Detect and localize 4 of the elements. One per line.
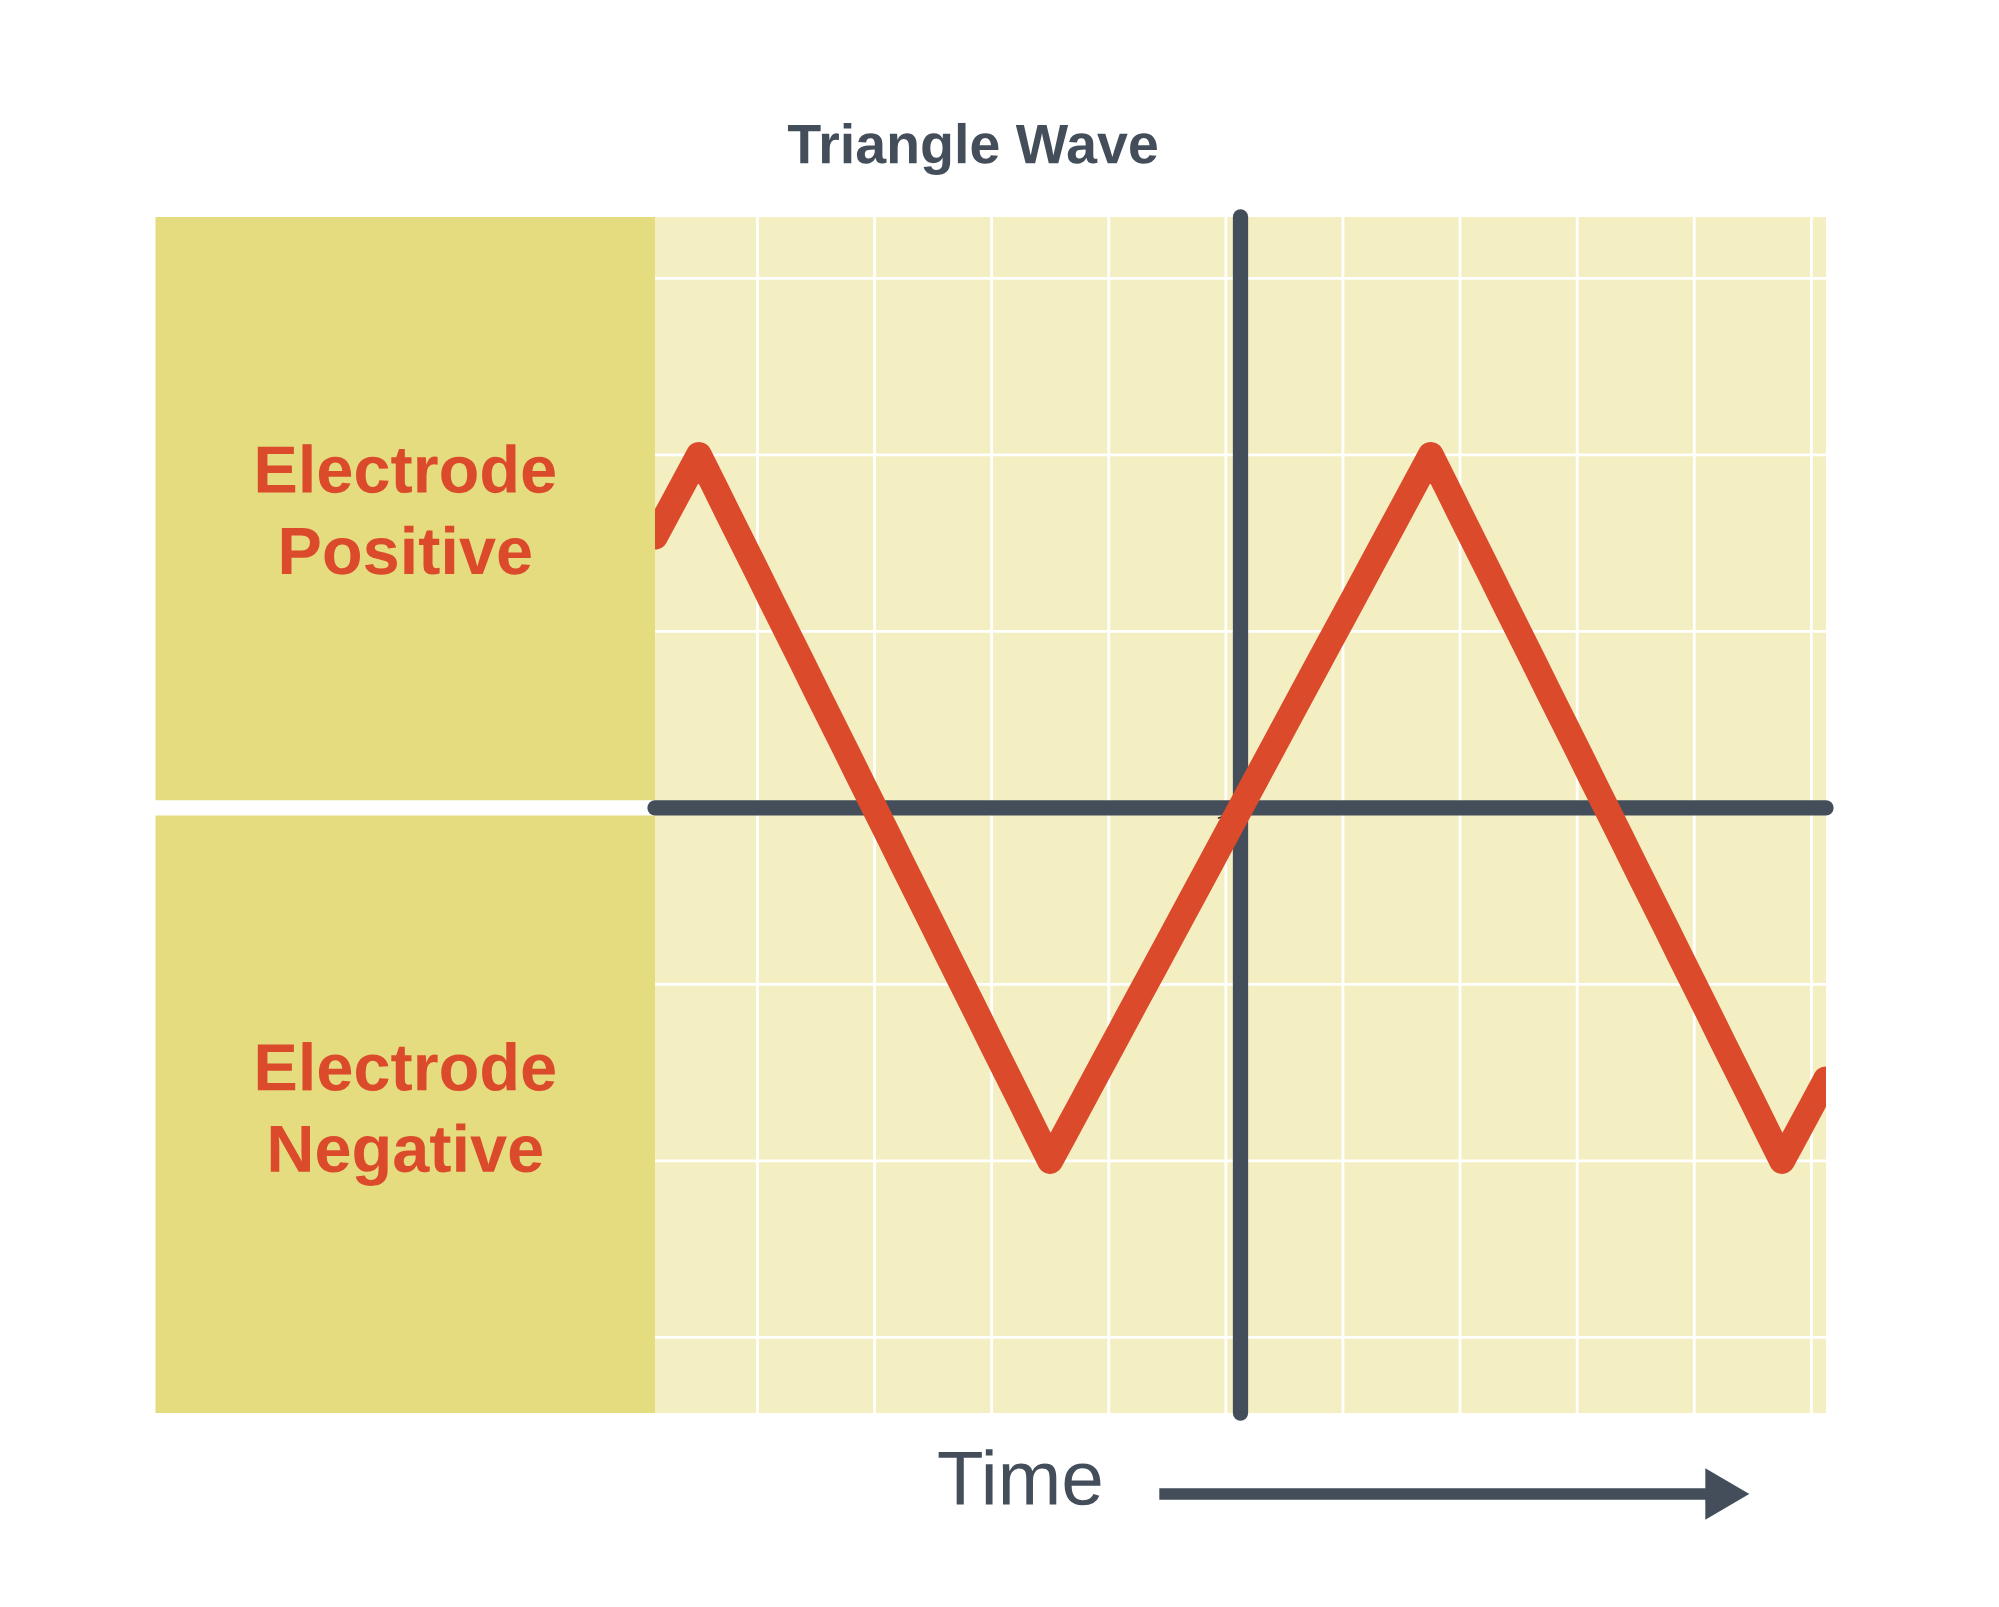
text: Electrode Negative xyxy=(257,1042,555,1186)
x-axis-title: Time xyxy=(938,1449,1101,1506)
chart-title: Triangle Wave xyxy=(787,122,1157,175)
text: Electrode Positive xyxy=(257,444,555,575)
